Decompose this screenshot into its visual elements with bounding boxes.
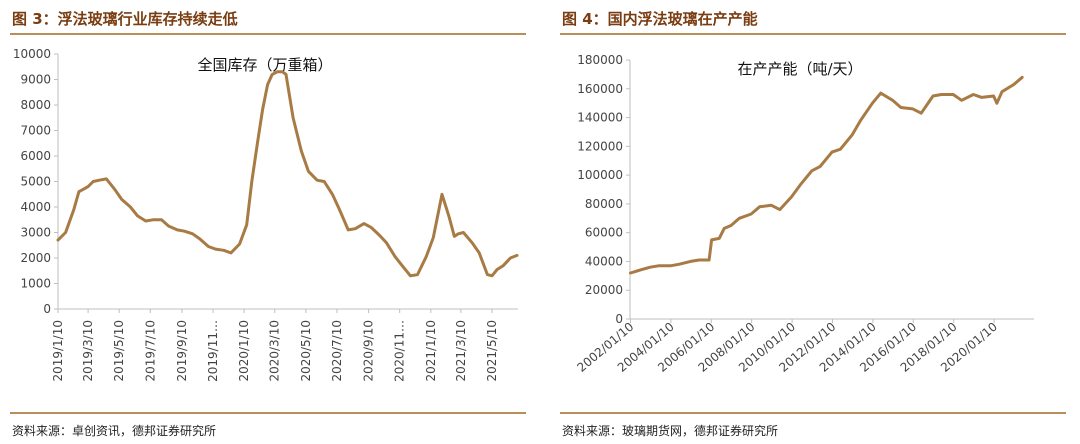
y-tick-label: 40000 [585, 254, 623, 268]
y-tick-label: 140000 [577, 111, 623, 125]
x-tick-label: 2020/1/10 [237, 320, 251, 382]
x-tick-label: 2019/1/10 [51, 320, 65, 382]
series-line [629, 75, 1024, 275]
figure-3-title: 图 3：浮法玻璃行业库存持续走低 [12, 10, 238, 28]
figure-4-top-rule [560, 33, 1066, 35]
y-tick-label: 3000 [20, 226, 51, 240]
inventory-line-chart: 0 1000 2000 3000 4000 5000 6000 7000 8000 9000 100… [13, 47, 519, 382]
x-tick-label: 2020/3/10 [268, 320, 282, 382]
x-tick-label: 2020/7/10 [330, 320, 344, 382]
figure-4-title: 图 4：国内浮法玻璃在产产能 [562, 10, 758, 28]
y-tick-label: 100000 [577, 168, 623, 182]
chart-title: 全国库存（万重箱） [197, 56, 332, 74]
figure-3-bottom-rule [10, 412, 526, 414]
chart-title: 在产产能（吨/天） [737, 60, 862, 78]
capacity-line-chart: 0 20000 40000 60000 80000 100000 120000 140000 1… [574, 53, 1034, 375]
x-tick-label: 2021/5/10 [485, 320, 499, 382]
figure-3-top-rule [10, 33, 526, 35]
y-tick-label: 7000 [20, 124, 51, 138]
x-tick-label: 2019/3/10 [81, 320, 95, 382]
y-tick-label: 6000 [20, 149, 51, 163]
x-tick-label: 2019/7/10 [143, 320, 157, 382]
x-tick-label: 2020/5/10 [299, 320, 313, 382]
x-tick-label: 2021/1/10 [424, 320, 438, 382]
x-tick-label: 2020/9/10 [362, 320, 376, 382]
figure-4-source: 资料来源：玻璃期货网，德邦证券研究所 [562, 424, 779, 438]
figure-4-panel: 图 4：国内浮法玻璃在产产能 0 20000 40000 60000 80000 1000… [550, 0, 1080, 444]
y-tick-label: 1000 [20, 277, 51, 291]
figure-3-panel: 图 3：浮法玻璃行业库存持续走低 0 1000 2000 3000 4000 5000 60… [10, 10, 526, 438]
x-tick-label: 2019/5/10 [112, 320, 126, 382]
y-tick-label: 0 [43, 302, 51, 316]
figure-4-bottom-rule [560, 412, 1066, 414]
x-tick-label: 2019/11… [206, 320, 220, 382]
x-tick-label: 2020/11… [393, 320, 407, 382]
x-tick-label: 2019/9/10 [175, 320, 189, 382]
series-line [56, 70, 519, 278]
y-tick-label: 5000 [20, 175, 51, 189]
y-tick-label: 120000 [577, 139, 623, 153]
y-tick-label: 2000 [20, 251, 51, 265]
y-tick-label: 60000 [585, 226, 623, 240]
y-tick-label: 20000 [585, 283, 623, 297]
x-tick-label: 2021/3/10 [454, 320, 468, 382]
figure-3-source: 资料来源：卓创资讯，德邦证券研究所 [12, 424, 217, 438]
y-tick-label: 9000 [20, 73, 51, 87]
y-tick-label: 0 [615, 312, 623, 326]
y-tick-label: 180000 [577, 53, 623, 67]
y-tick-label: 4000 [20, 200, 51, 214]
y-tick-label: 80000 [585, 197, 623, 211]
y-tick-label: 8000 [20, 98, 51, 112]
y-tick-label: 160000 [577, 82, 623, 96]
y-tick-label: 10000 [13, 47, 51, 61]
